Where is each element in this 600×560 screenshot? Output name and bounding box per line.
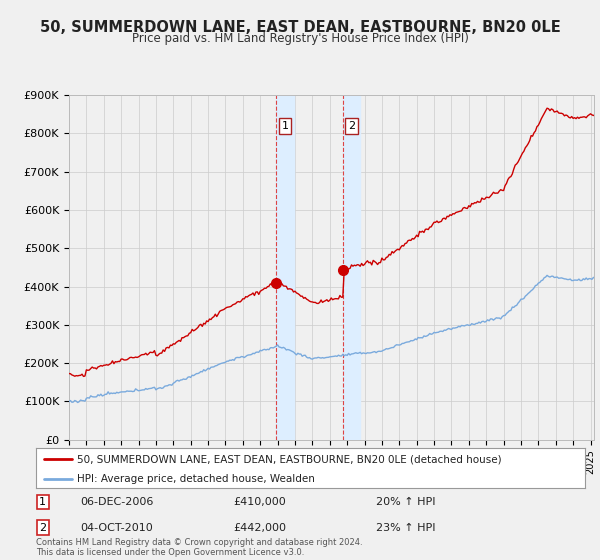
Text: 2: 2 [348, 121, 355, 131]
Text: HPI: Average price, detached house, Wealden: HPI: Average price, detached house, Weal… [77, 474, 315, 484]
Text: 50, SUMMERDOWN LANE, EAST DEAN, EASTBOURNE, BN20 0LE (detached house): 50, SUMMERDOWN LANE, EAST DEAN, EASTBOUR… [77, 454, 502, 464]
Text: 50, SUMMERDOWN LANE, EAST DEAN, EASTBOURNE, BN20 0LE: 50, SUMMERDOWN LANE, EAST DEAN, EASTBOUR… [40, 20, 560, 35]
Text: 04-OCT-2010: 04-OCT-2010 [80, 522, 152, 533]
Text: 2: 2 [39, 522, 46, 533]
Text: 06-DEC-2006: 06-DEC-2006 [80, 497, 153, 507]
Text: £442,000: £442,000 [233, 522, 287, 533]
Bar [343, 95, 360, 440]
Text: Contains HM Land Registry data © Crown copyright and database right 2024.
This d: Contains HM Land Registry data © Crown c… [36, 538, 362, 557]
Text: 1: 1 [281, 121, 289, 131]
Text: 1: 1 [39, 497, 46, 507]
Text: Price paid vs. HM Land Registry's House Price Index (HPI): Price paid vs. HM Land Registry's House … [131, 32, 469, 45]
Text: £410,000: £410,000 [233, 497, 286, 507]
Text: 23% ↑ HPI: 23% ↑ HPI [376, 522, 436, 533]
Text: 20% ↑ HPI: 20% ↑ HPI [376, 497, 436, 507]
Bar [276, 95, 293, 440]
